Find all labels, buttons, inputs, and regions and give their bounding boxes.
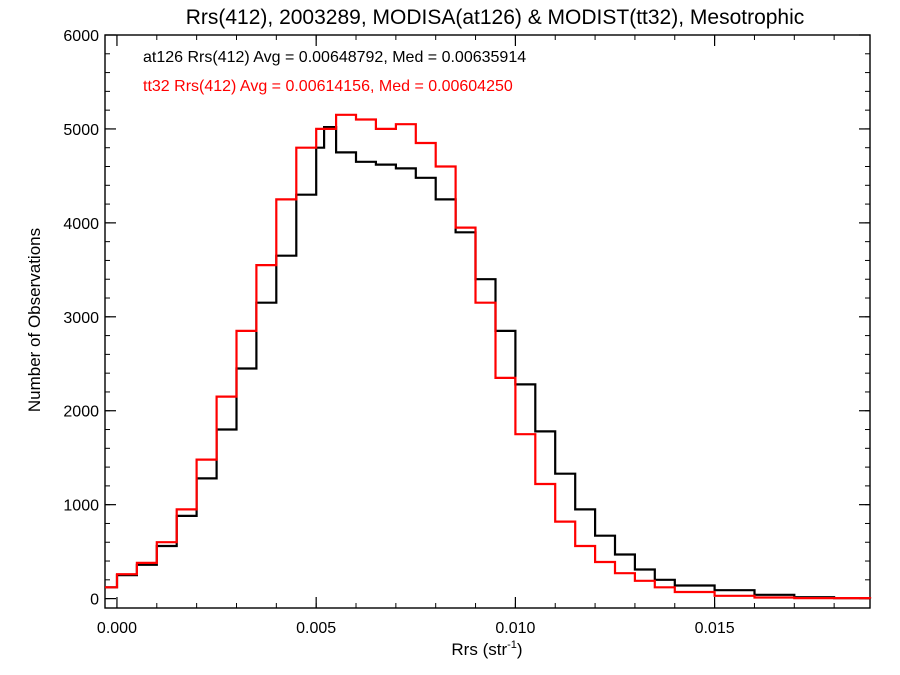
y-tick-label: 6000 (63, 28, 99, 45)
chart-title: Rrs(412), 2003289, MODISA(at126) & MODIS… (186, 6, 805, 29)
y-tick-label: 5000 (63, 122, 99, 139)
x-tick-label: 0.015 (695, 620, 735, 637)
plot-frame (104, 34, 871, 609)
y-tick-label: 4000 (63, 216, 99, 233)
x-axis-label: Rrs (str-1) (451, 639, 522, 659)
series-annotation-at126: at126 Rrs(412) Avg = 0.00648792, Med = 0… (143, 49, 526, 66)
series-annotation-tt32: tt32 Rrs(412) Avg = 0.00614156, Med = 0.… (143, 78, 513, 95)
x-tick-label: 0.010 (495, 620, 535, 637)
y-tick-label: 1000 (63, 498, 99, 515)
series-line-tt32 (105, 113, 872, 600)
x-axis-label-end: ) (517, 640, 523, 659)
y-axis-ticks: 0 1000 2000 3000 4000 5000 6000 (63, 28, 870, 609)
y-tick-label: 3000 (63, 310, 99, 327)
y-axis-label: Number of Observations (25, 228, 44, 412)
x-tick-label: 0.005 (296, 620, 336, 637)
x-axis-ticks: 0.000 0.005 0.010 0.015 (97, 35, 835, 637)
series-line-at126 (105, 126, 872, 600)
y-tick-label: 0 (90, 592, 99, 609)
y-tick-label: 2000 (63, 404, 99, 421)
x-axis-label-exponent: -1 (507, 639, 517, 651)
x-tick-label: 0.000 (97, 620, 137, 637)
series-group (105, 113, 872, 600)
